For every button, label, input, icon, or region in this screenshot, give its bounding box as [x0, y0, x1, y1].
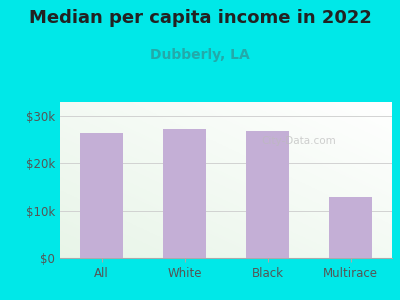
Bar	[329, 196, 372, 258]
Bar	[246, 131, 289, 258]
Text: Dubberly, LA: Dubberly, LA	[150, 48, 250, 62]
Bar	[80, 133, 123, 258]
Text: City-Data.com: City-Data.com	[262, 136, 336, 146]
Bar	[163, 129, 206, 258]
Text: Median per capita income in 2022: Median per capita income in 2022	[28, 9, 372, 27]
